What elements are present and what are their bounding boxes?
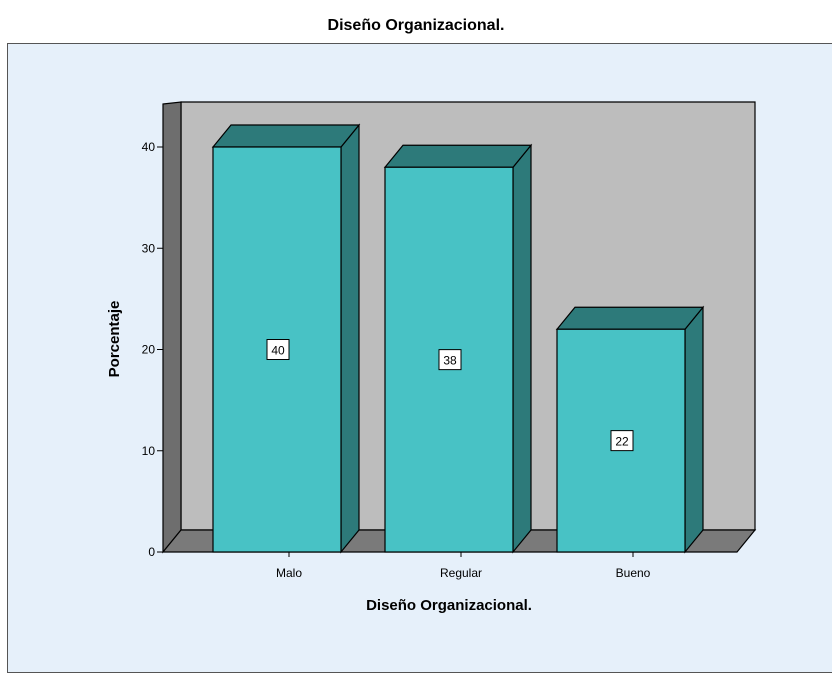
y-tick-label: 40 bbox=[142, 140, 156, 154]
bar-top bbox=[383, 144, 533, 168]
data-label: 38 bbox=[443, 354, 457, 368]
data-label: 40 bbox=[271, 344, 285, 358]
x-tick-label: Regular bbox=[440, 566, 482, 580]
y-tick-label: 10 bbox=[142, 444, 156, 458]
bar-side bbox=[340, 123, 360, 554]
y-tick-label: 0 bbox=[148, 545, 155, 559]
bar-side bbox=[684, 305, 704, 554]
data-label-box bbox=[266, 339, 290, 360]
y-tick-label: 30 bbox=[142, 241, 156, 255]
chart-title: Diseño Organizacional. bbox=[327, 17, 505, 34]
x-tick-label: Bueno bbox=[616, 566, 651, 580]
y-axis-title: Porcentaje bbox=[106, 301, 123, 378]
side-wall bbox=[162, 101, 182, 554]
x-tick-label: Malo bbox=[276, 566, 302, 580]
x-axis-title: Diseño Organizacional. bbox=[366, 597, 532, 614]
y-tick-label: 20 bbox=[142, 343, 156, 357]
bar-side bbox=[512, 143, 532, 554]
bar-top bbox=[555, 306, 705, 330]
data-label: 22 bbox=[615, 435, 629, 449]
data-label-box bbox=[438, 349, 462, 371]
data-label-box bbox=[610, 430, 634, 452]
bar-top bbox=[211, 124, 361, 148]
